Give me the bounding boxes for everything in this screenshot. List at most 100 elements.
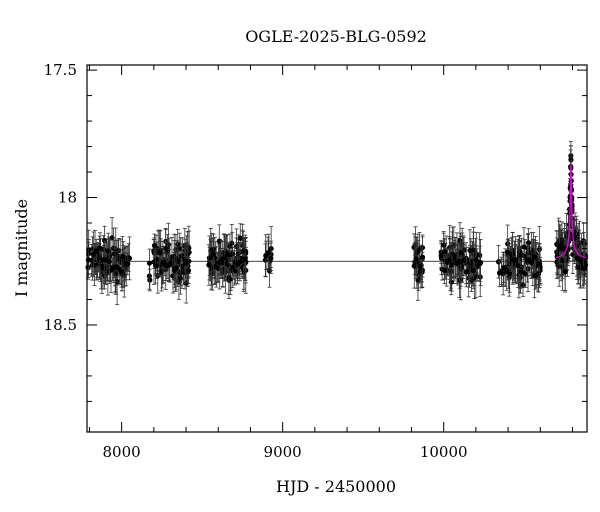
data-marker [413,256,419,262]
data-point [152,247,159,284]
data-point [461,244,467,276]
data-point [573,225,579,250]
data-point [263,234,269,278]
data-point [477,239,484,286]
data-marker [471,275,477,281]
data-point [221,234,228,282]
data-marker [112,271,119,277]
x-tick-label: 10000 [420,443,468,461]
data-marker [101,257,108,263]
data-point [268,242,274,274]
x-tick-label: 8000 [103,443,141,461]
data-marker [477,259,484,266]
data-marker [151,243,158,249]
data-point [151,233,158,258]
data-marker [454,260,460,266]
data-marker [419,254,426,260]
data-point [413,241,419,277]
data-point [537,247,543,281]
data-point [97,232,103,264]
data-marker [206,255,212,261]
data-point [574,236,580,281]
data-marker [94,260,100,266]
data-marker [501,264,507,271]
data-point [531,253,538,299]
data-marker [467,247,473,254]
data-point [515,243,521,288]
data-point [473,245,479,275]
data-marker [268,255,274,261]
data-point [230,246,236,289]
model-curve [556,164,587,259]
data-point [118,255,125,288]
data-marker [523,271,529,277]
data-point [183,247,189,276]
data-marker [417,268,423,275]
data-marker [237,235,243,241]
data-marker [235,261,241,267]
data-marker [242,256,248,262]
data-marker [513,257,519,263]
data-marker [173,265,179,271]
data-point [173,253,179,283]
data-point [554,237,560,276]
data-point [206,235,212,281]
data-marker [90,251,96,257]
data-point [185,257,192,284]
data-point [210,233,217,275]
data-marker [230,264,236,271]
data-marker [458,250,464,256]
data-point [507,254,513,293]
data-marker [106,259,113,265]
data-point [532,242,538,272]
data-marker [177,275,184,281]
data-marker [444,267,450,273]
data-point [419,236,426,278]
data-point [523,260,529,288]
data-marker [183,258,189,265]
data-marker [508,252,515,258]
data-point [463,256,470,288]
data-point [146,248,153,278]
data-point [448,242,454,289]
data-marker [516,252,523,259]
data-marker [227,243,233,249]
data-marker [461,257,467,263]
data-point [112,248,118,287]
data-marker [262,257,268,263]
data-point [438,243,444,269]
y-tick-label: 17.5 [44,61,77,79]
data-marker [505,249,511,255]
data-point [505,239,511,265]
data-marker [574,255,580,261]
data-point [458,235,464,270]
data-marker [165,247,171,253]
data-marker [554,253,560,260]
data-point [470,251,476,290]
data-marker [562,269,568,275]
data-marker [215,265,221,271]
data-point [467,229,473,272]
data-point [206,244,212,286]
data-point [166,249,172,282]
x-tick-label: 9000 [264,443,302,461]
data-marker [120,254,126,260]
data-point [557,224,563,270]
data-marker [226,262,232,269]
data-marker [166,262,172,268]
data-marker [185,268,192,274]
data-point [120,244,126,269]
data-point [454,242,460,284]
data-marker [473,257,479,263]
data-point [101,240,108,280]
data-marker [146,260,153,266]
data-marker [97,245,103,251]
data-point [215,253,221,283]
data-marker [175,258,182,264]
y-tick-label: 18 [58,189,77,207]
data-point [156,229,162,276]
data-marker [147,277,153,283]
y-tick-label: 18.5 [44,316,77,334]
data-marker [156,250,162,256]
